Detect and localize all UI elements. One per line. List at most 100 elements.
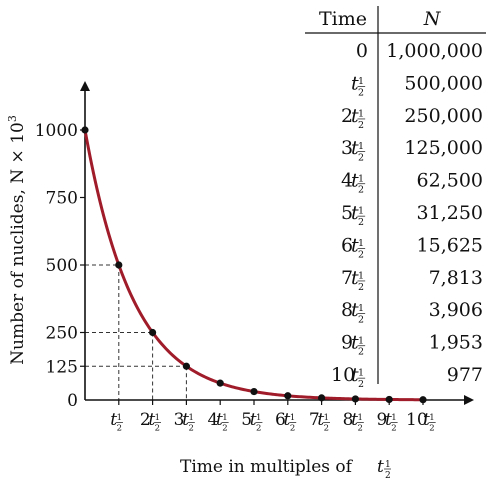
table-n-cell: 31,250	[417, 202, 483, 224]
table-row: 5t 12 31,250	[341, 202, 483, 228]
svg-text:2: 2	[358, 249, 364, 260]
data-point	[385, 395, 393, 404]
half-life-symbol: t 12	[351, 410, 364, 433]
x-tick-label: 10t 12	[406, 410, 436, 433]
half-life-symbol: t 12	[351, 234, 366, 260]
half-life-symbol: t 12	[110, 410, 123, 433]
svg-text:1: 1	[429, 413, 434, 423]
svg-text:2: 2	[188, 423, 193, 433]
svg-text:t: t	[351, 267, 359, 289]
data-point	[115, 261, 123, 269]
svg-text:t: t	[351, 299, 359, 321]
svg-text:2: 2	[357, 423, 362, 433]
svg-text:1: 1	[391, 413, 396, 423]
svg-text:2: 2	[358, 217, 364, 228]
svg-text:8: 8	[343, 410, 354, 430]
table-row: 2t 12 250,000	[341, 105, 483, 131]
svg-text:Time in multiples of: Time in multiples of	[180, 457, 354, 477]
y-tick-label: 0	[67, 391, 78, 411]
half-life-symbol: t 12	[182, 410, 195, 433]
svg-text:1: 1	[385, 460, 391, 470]
half-life-symbol: t 12	[351, 170, 366, 196]
data-point	[419, 396, 427, 404]
x-tick-label: 8t 12	[343, 410, 364, 433]
table-time-cell: 6	[341, 234, 353, 256]
table-n-cell: 7,813	[429, 267, 483, 289]
svg-text:t: t	[250, 410, 257, 430]
svg-text:2: 2	[117, 423, 122, 433]
data-point	[351, 395, 359, 403]
table-n-cell: 500,000	[404, 72, 483, 94]
x-ticks: t 12 2t 12 3t 12 4t 12 5t 12 6t 12 7t 12 8t 12 9t 12 10t 12	[110, 400, 436, 433]
svg-text:1: 1	[358, 206, 364, 217]
svg-text:2: 2	[155, 423, 160, 433]
svg-text:2: 2	[324, 423, 329, 433]
svg-text:t: t	[385, 410, 392, 430]
svg-text:t: t	[351, 202, 359, 224]
half-life-symbol: t 12	[351, 202, 366, 228]
table-n-cell: 3,906	[429, 299, 483, 321]
table-n-cell: 1,000,000	[386, 40, 483, 62]
svg-text:1: 1	[222, 413, 227, 423]
svg-text:t: t	[351, 170, 359, 192]
y-tick-label: 1000	[35, 121, 78, 141]
svg-text:1: 1	[358, 270, 364, 281]
data-points	[81, 126, 427, 404]
svg-text:1: 1	[358, 173, 364, 184]
svg-text:t: t	[351, 137, 359, 159]
svg-text:2: 2	[256, 423, 261, 433]
svg-text:1: 1	[358, 368, 364, 379]
x-tick-label: 2t 12	[140, 410, 162, 433]
table-row: 10t 12 977	[331, 364, 483, 390]
data-point	[250, 387, 258, 396]
half-life-symbol: t 12	[284, 410, 297, 433]
x-tick-label: 9t 12	[376, 410, 398, 433]
svg-text:1: 1	[117, 413, 122, 423]
table-time-cell: 8	[341, 299, 353, 321]
half-life-symbol: t 12	[351, 137, 366, 163]
half-life-symbol: t 12	[423, 410, 436, 433]
svg-text:2: 2	[290, 423, 295, 433]
table-time-cell: 0	[356, 40, 368, 62]
half-life-symbol: t 12	[148, 410, 162, 433]
svg-text:1: 1	[155, 413, 160, 423]
y-ticks: 0 125 250 500 750 1000	[35, 121, 85, 411]
table-row: 3t 12 125,000	[341, 137, 483, 163]
svg-text:2: 2	[358, 152, 364, 163]
table-n-cell: 15,625	[417, 234, 483, 256]
y-axis-label: Number of nuclides, N × 103	[6, 115, 28, 365]
table-n-cell: 62,500	[417, 170, 483, 192]
svg-text:1: 1	[256, 413, 261, 423]
data-point	[182, 362, 190, 370]
x-axis-label: Time in multiples of t 1 2	[180, 457, 391, 481]
svg-text:t: t	[423, 410, 430, 430]
svg-text:2: 2	[391, 423, 396, 433]
svg-text:t: t	[182, 410, 189, 430]
half-life-symbol: t 12	[351, 72, 366, 98]
guide-lines	[85, 264, 187, 400]
half-life-symbol: t 12	[351, 364, 366, 390]
y-tick-label: 250	[46, 324, 78, 344]
table-row: 4t 12 62,500	[341, 170, 483, 196]
svg-text:2: 2	[358, 120, 364, 131]
svg-text:5: 5	[241, 410, 252, 430]
data-point	[216, 379, 224, 387]
table-time-cell: 10	[331, 364, 355, 386]
svg-text:1: 1	[290, 413, 295, 423]
svg-text:t: t	[110, 410, 117, 430]
table-row: 9t 12 1,953	[341, 332, 483, 358]
svg-text:t: t	[351, 410, 358, 430]
table-time-cell: 7	[341, 267, 353, 289]
svg-text:1: 1	[358, 141, 364, 152]
y-tick-label: 750	[46, 189, 78, 209]
table-header-time: Time	[319, 8, 367, 30]
x-tick-label: 4t 12	[207, 410, 229, 433]
table-row: 0 1,000,000	[356, 40, 483, 62]
svg-text:1: 1	[357, 413, 362, 423]
svg-text:1: 1	[358, 303, 364, 314]
data-point	[318, 394, 326, 402]
half-life-symbol: t 12	[250, 410, 263, 433]
svg-text:10: 10	[406, 410, 428, 430]
